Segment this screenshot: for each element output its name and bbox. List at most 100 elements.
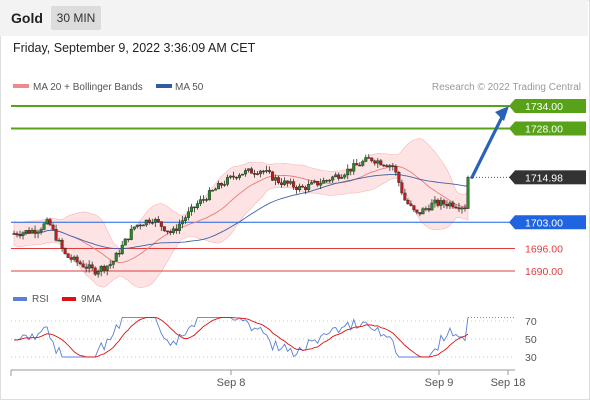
bullish-candle-body xyxy=(322,180,326,184)
timeframe-badge[interactable]: 30 MIN xyxy=(51,6,101,30)
candlestick xyxy=(42,222,46,231)
bearish-candle-body xyxy=(165,230,169,233)
bullish-candle-body xyxy=(213,188,217,191)
bullish-candle-body xyxy=(150,222,154,224)
candlestick xyxy=(138,223,142,230)
bullish-candle-body xyxy=(132,226,136,230)
bullish-candle-body xyxy=(289,181,293,184)
candlestick xyxy=(24,229,28,236)
bullish-candle-body xyxy=(298,185,302,190)
candlestick xyxy=(313,179,317,184)
bearish-candle-body xyxy=(370,157,374,162)
candlestick xyxy=(460,206,464,214)
candlestick xyxy=(189,203,193,216)
candlestick xyxy=(394,164,398,176)
bearish-candle-body xyxy=(454,206,458,209)
candlestick xyxy=(427,204,431,213)
candlestick xyxy=(84,263,88,273)
candlestick xyxy=(129,224,133,241)
candlestick xyxy=(93,266,97,276)
bullish-candle-body xyxy=(237,174,241,178)
bearish-candle-body xyxy=(394,165,398,173)
current-level-label: 1714.98 xyxy=(525,172,563,184)
bullish-candle-body xyxy=(153,219,157,223)
bullish-candle-body xyxy=(99,266,103,272)
bullish-candle-body xyxy=(24,230,28,233)
candlestick xyxy=(231,171,235,180)
candlestick xyxy=(415,209,419,215)
candlestick xyxy=(105,265,109,276)
candlestick xyxy=(234,176,238,181)
candlestick xyxy=(39,227,43,235)
candlestick xyxy=(99,264,103,277)
bollinger-band xyxy=(13,138,469,288)
candlestick xyxy=(400,179,404,196)
bullish-candle-body xyxy=(72,256,76,260)
bearish-candle-body xyxy=(12,233,16,235)
bullish-candle-body xyxy=(460,207,464,210)
candlestick xyxy=(27,227,31,234)
candlestick xyxy=(63,247,67,255)
time-axis-label: Sep 9 xyxy=(425,377,454,389)
candlestick xyxy=(262,169,266,175)
bullish-candle-body xyxy=(247,168,251,171)
candlestick xyxy=(219,182,223,189)
bearish-candle-body xyxy=(250,168,254,174)
bullish-candle-body xyxy=(201,199,205,201)
candlestick xyxy=(325,179,329,183)
bearish-candle-body xyxy=(81,263,85,268)
rsi-ma-legend-swatch xyxy=(62,297,76,301)
candlestick xyxy=(256,171,260,176)
bearish-candle-body xyxy=(66,253,70,258)
bearish-candle-body xyxy=(451,202,455,208)
bullish-candle-body xyxy=(225,177,229,185)
bearish-candle-body xyxy=(234,176,238,179)
ma50-legend-swatch xyxy=(156,84,172,88)
candlestick xyxy=(295,185,299,194)
bullish-candle-body xyxy=(346,168,350,176)
candlestick xyxy=(322,177,326,184)
bullish-candle-body xyxy=(120,244,124,254)
candlestick xyxy=(15,231,19,238)
bearish-candle-body xyxy=(138,224,142,227)
candlestick xyxy=(30,227,34,234)
bearish-candle-body xyxy=(102,266,106,271)
candlestick xyxy=(424,206,428,212)
bearish-candle-body xyxy=(33,229,37,234)
time-axis-label: Sep 18 xyxy=(491,377,526,389)
bullish-candle-body xyxy=(259,170,263,175)
pivot-level-label: 1703.00 xyxy=(525,217,563,229)
candlestick xyxy=(78,259,82,266)
candlestick xyxy=(391,163,395,171)
pivot-level-tag xyxy=(515,215,586,230)
bullish-candle-body xyxy=(313,181,317,183)
target-level-label: 1728.00 xyxy=(525,124,563,136)
rsi-tick-label: 70 xyxy=(525,316,537,328)
bearish-candle-body xyxy=(192,206,196,209)
candlestick xyxy=(304,185,308,195)
candlestick xyxy=(373,159,377,166)
candlestick xyxy=(48,217,52,226)
bullish-candle-body xyxy=(111,261,115,265)
bullish-candle-body xyxy=(195,203,199,208)
candlestick xyxy=(454,204,458,209)
candlestick xyxy=(445,200,449,209)
bullish-candle-body xyxy=(171,228,175,233)
rsi-tick-label: 50 xyxy=(525,334,537,346)
candlestick xyxy=(177,219,181,235)
bullish-candle-body xyxy=(340,176,344,179)
candlestick xyxy=(210,189,214,192)
bearish-candle-body xyxy=(385,165,389,167)
bearish-candle-body xyxy=(271,171,275,181)
rsi-ma-line xyxy=(14,316,469,358)
candlestick xyxy=(406,198,410,205)
bullish-candle-body xyxy=(180,220,184,225)
candlestick xyxy=(207,187,211,201)
bearish-candle-body xyxy=(18,234,22,237)
bearish-candle-body xyxy=(159,221,163,227)
candlestick xyxy=(286,180,290,187)
bullish-candle-body xyxy=(364,157,368,162)
candlestick xyxy=(319,178,323,190)
bullish-candle-body xyxy=(141,224,145,227)
candlestick xyxy=(310,180,314,185)
